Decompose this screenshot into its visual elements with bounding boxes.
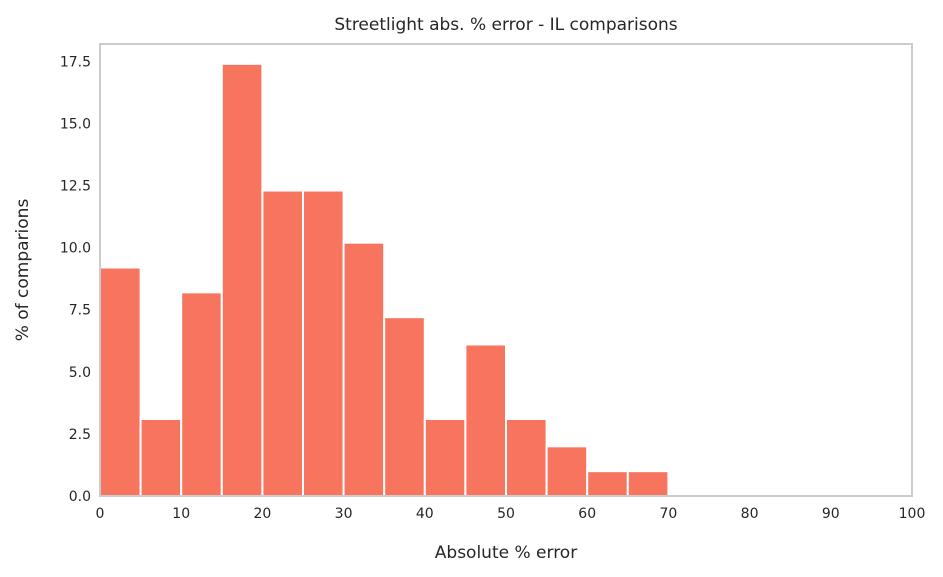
histogram-bar-10 bbox=[505, 418, 548, 497]
y-tick-label: 7.5 bbox=[69, 303, 91, 319]
x-tick-label: 80 bbox=[741, 506, 759, 522]
histogram-bar-9 bbox=[464, 343, 507, 497]
histogram-bar-11 bbox=[545, 445, 589, 498]
y-tick-label: 5.0 bbox=[69, 365, 91, 381]
y-tick-labels: 0.0 2.5 5.0 7.5 10.0 12.5 15.0 17.5 bbox=[60, 54, 91, 505]
y-tick-label: 12.5 bbox=[60, 179, 91, 195]
x-tick-label: 10 bbox=[172, 506, 190, 522]
y-tick-label: 15.0 bbox=[60, 116, 91, 132]
histogram-bar-2 bbox=[180, 291, 223, 497]
x-tick-label: 0 bbox=[96, 506, 105, 522]
histogram-bar-3 bbox=[220, 62, 264, 497]
chart-title: Streetlight abs. % error - IL comparison… bbox=[334, 15, 677, 35]
histogram-bar-4 bbox=[261, 189, 304, 497]
x-tick-label: 90 bbox=[822, 506, 840, 522]
histogram-bar-0 bbox=[99, 266, 142, 497]
histogram-bar-13 bbox=[626, 470, 670, 497]
y-axis-label: % of comparions bbox=[13, 199, 33, 342]
y-tick-label: 10.0 bbox=[60, 241, 91, 257]
histogram-bar-5 bbox=[302, 189, 345, 497]
x-tick-label: 50 bbox=[497, 506, 515, 522]
x-tick-label: 40 bbox=[416, 506, 434, 522]
y-tick-label: 17.5 bbox=[60, 54, 91, 70]
x-tick-labels: 0 10 20 30 40 50 60 70 80 90 100 bbox=[96, 506, 926, 522]
plot-frame bbox=[99, 43, 913, 497]
y-tick-label: 2.5 bbox=[69, 427, 91, 443]
x-tick-label: 70 bbox=[659, 506, 677, 522]
histogram-bar-6 bbox=[342, 241, 386, 497]
bars-group bbox=[99, 62, 670, 498]
x-axis-label: Absolute % error bbox=[435, 543, 577, 563]
y-tick-label: 0.0 bbox=[69, 489, 91, 505]
histogram-bar-1 bbox=[139, 418, 183, 497]
x-tick-label: 20 bbox=[253, 506, 271, 522]
histogram-bar-8 bbox=[423, 418, 467, 497]
histogram-bar-7 bbox=[383, 316, 426, 497]
x-tick-label: 60 bbox=[578, 506, 596, 522]
histogram-bar-12 bbox=[586, 470, 629, 497]
x-tick-label: 100 bbox=[899, 506, 926, 522]
x-tick-label: 30 bbox=[335, 506, 353, 522]
